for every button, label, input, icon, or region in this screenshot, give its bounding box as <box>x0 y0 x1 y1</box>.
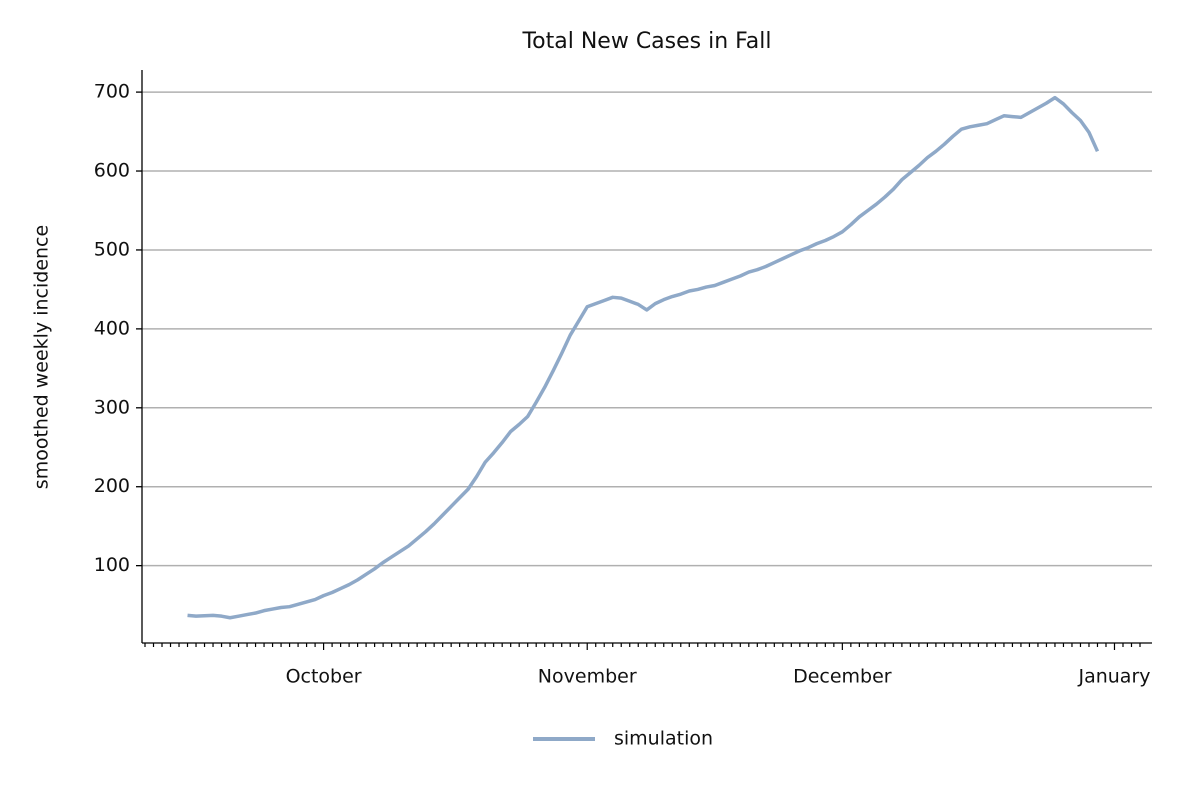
x-tick-label: December <box>793 666 892 688</box>
legend-label: simulation <box>614 728 713 750</box>
x-tick-label: November <box>538 666 637 688</box>
x-tick-label: October <box>286 666 362 688</box>
data-line <box>187 95 1100 620</box>
y-tick-label: 400 <box>94 317 130 339</box>
y-tick-label: 100 <box>94 554 130 576</box>
x-tick-label: January <box>1077 666 1150 688</box>
y-tick-label: 700 <box>94 81 130 103</box>
y-axis-label: smoothed weekly incidence <box>31 225 53 489</box>
y-tick-label: 600 <box>94 160 130 182</box>
chart-title: Total New Cases in Fall <box>521 29 771 54</box>
y-tick-label: 200 <box>94 475 130 497</box>
y-tick-label: 300 <box>94 396 130 418</box>
y-tick-label: 500 <box>94 238 130 260</box>
